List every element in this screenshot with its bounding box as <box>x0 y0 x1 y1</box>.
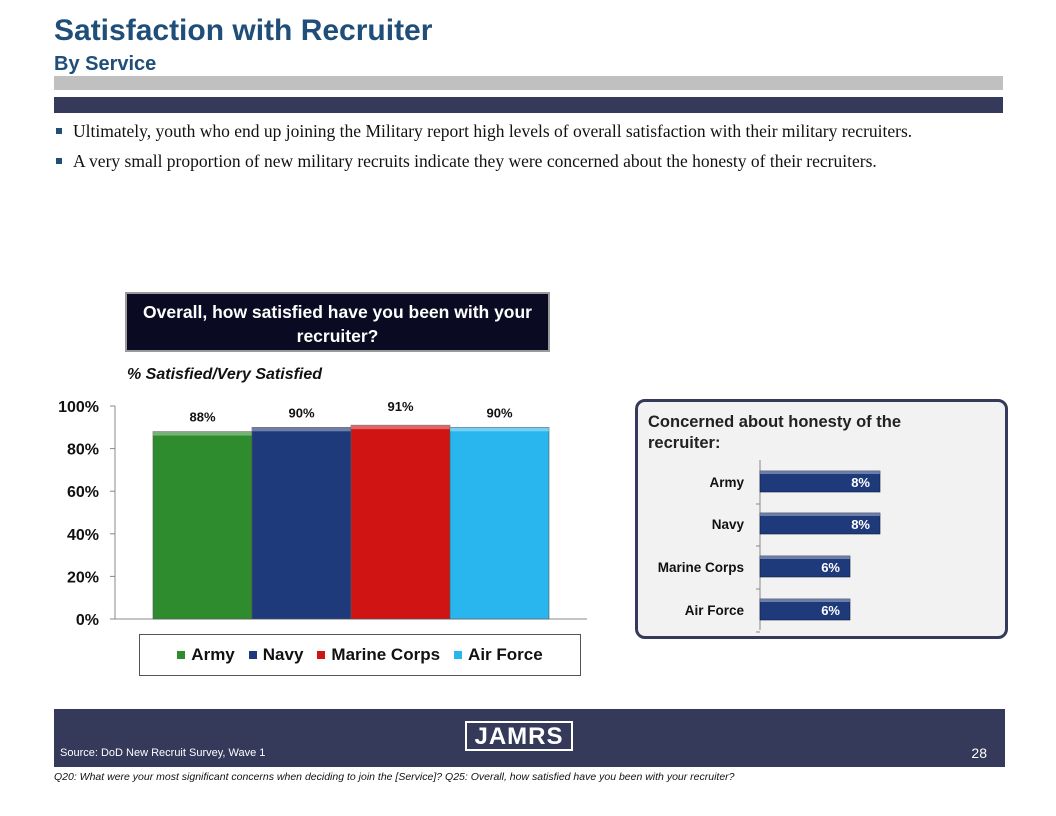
y-tick-label: 40% <box>67 527 99 544</box>
bullet-item: Ultimately, youth who end up joining the… <box>54 120 1000 143</box>
y-tick-label: 60% <box>67 484 99 501</box>
bar-army <box>152 431 253 620</box>
footer-bar: Source: DoD New Recruit Survey, Wave 1 J… <box>54 709 1005 767</box>
bar-data-label: 8% <box>851 475 870 490</box>
footnote: Q20: What were your most significant con… <box>54 771 735 783</box>
bar-air-force <box>449 426 550 620</box>
bullet-item: A very small proportion of new military … <box>54 150 1000 173</box>
legend-swatch-marine-corps <box>317 651 326 659</box>
page-subtitle: By Service <box>54 53 157 75</box>
bar-data-label: 90% <box>288 405 314 420</box>
bar-highlight <box>760 556 850 559</box>
legend-item-army: Army <box>177 645 235 665</box>
bar-data-label: 6% <box>821 603 840 618</box>
bar-data-label: 8% <box>851 517 870 532</box>
legend-swatch-army <box>177 651 186 659</box>
legend-swatch-navy <box>248 651 257 659</box>
bar-data-label: 6% <box>821 560 840 575</box>
honesty-bar-chart: Army 8% Navy 8% Marine Corps 6% Air Force 6% <box>658 460 881 633</box>
legend-item-marine-corps: Marine Corps <box>317 645 440 665</box>
category-label: Army <box>709 475 744 490</box>
bar-highlight <box>760 513 880 516</box>
bar-navy <box>251 426 352 620</box>
bar-highlight <box>351 425 450 430</box>
honesty-bar-air-force <box>759 598 851 621</box>
bar-marine-corps <box>350 424 451 620</box>
question-box: Overall, how satisfied have you been wit… <box>125 292 550 352</box>
bar-highlight <box>153 431 252 436</box>
page-title: Satisfaction with Recruiter <box>54 14 433 47</box>
category-label: Air Force <box>685 603 745 618</box>
legend-label: Air Force <box>468 645 543 664</box>
legend-label: Marine Corps <box>331 645 441 664</box>
page-number: 28 <box>971 745 987 761</box>
bar-highlight <box>252 427 351 432</box>
bar-highlight <box>760 471 880 474</box>
honesty-bar-navy <box>759 512 881 535</box>
legend-label: Army <box>191 645 235 664</box>
satisfaction-bar-chart: 0% 20% 40% 60% 80% 100% 88% 90% 91% 90% <box>58 399 587 629</box>
header-divider-dark <box>54 97 1003 113</box>
header-divider-gray <box>54 76 1003 90</box>
chart-legend: Army Navy Marine Corps Air Force <box>139 634 581 676</box>
category-label: Navy <box>712 517 745 532</box>
bar-highlight <box>760 599 850 602</box>
y-tick-label: 20% <box>67 569 99 586</box>
legend-swatch-air-force <box>454 651 463 659</box>
bar-data-label: 90% <box>486 405 512 420</box>
honesty-bar-army <box>759 470 881 493</box>
honesty-chart-title: Concerned about honesty of the recruiter… <box>648 413 902 452</box>
legend-item-air-force: Air Force <box>454 645 543 665</box>
honesty-bar-marine-corps <box>759 555 851 578</box>
bar-data-label: 91% <box>387 399 413 414</box>
y-tick-label: 0% <box>76 612 99 629</box>
y-tick-label: 80% <box>67 442 99 459</box>
bar-highlight <box>450 427 549 432</box>
jamrs-logo: JAMRS <box>465 721 573 751</box>
bar-data-label: 88% <box>189 410 215 425</box>
legend-label: Navy <box>262 645 304 664</box>
category-label: Marine Corps <box>658 560 744 575</box>
legend-item-navy: Navy <box>248 645 304 665</box>
honesty-panel: Army 8% Navy 8% Marine Corps 6% Air Force 6% Co… <box>635 399 1008 639</box>
bullet-list: Ultimately, youth who end up joining the… <box>54 120 1000 180</box>
metric-label: % Satisfied/Very Satisfied <box>127 366 323 383</box>
source-text: Source: DoD New Recruit Survey, Wave 1 <box>60 747 266 759</box>
y-tick-label: 100% <box>58 399 99 416</box>
